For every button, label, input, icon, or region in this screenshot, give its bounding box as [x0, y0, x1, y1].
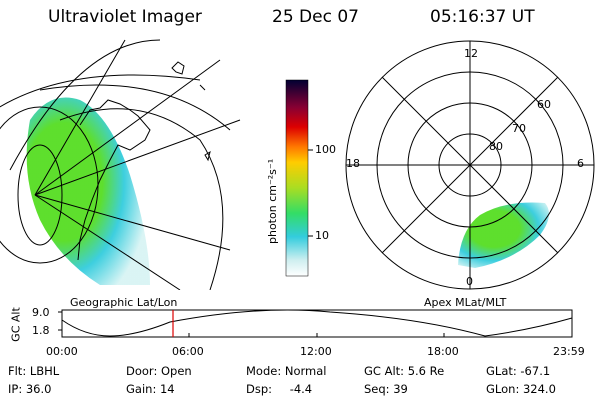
- polar-lat-70: 70: [512, 122, 526, 135]
- apex-panel-label: Apex MLat/MLT: [424, 296, 507, 309]
- seq-label: Seq:: [364, 382, 390, 396]
- time-tick-0600: 06:00: [172, 345, 204, 358]
- filter-label: Flt:: [8, 364, 27, 378]
- time-tick-0000: 00:00: [46, 345, 78, 358]
- glat-info: GLat: -67.1: [486, 364, 550, 378]
- glat-label: GLat:: [486, 364, 517, 378]
- colorbar-tick-100: 100: [315, 143, 336, 156]
- color-scale-bar: [285, 79, 309, 277]
- geographic-panel-label: Geographic Lat/Lon: [70, 296, 178, 309]
- polar-label-18: 18: [346, 157, 360, 170]
- geographic-map: [0, 39, 241, 290]
- geo-aurora-oval: [26, 97, 151, 285]
- ip-label: IP:: [8, 382, 23, 396]
- polar-map: [345, 40, 595, 290]
- door-label: Door:: [126, 364, 158, 378]
- gcalt-value: 5.6 Re: [407, 364, 445, 378]
- glat-value: -67.1: [520, 364, 551, 378]
- altitude-axis-title: GC Alt: [9, 307, 23, 342]
- dsp-value: -4.4: [289, 382, 313, 396]
- instrument-title: Ultraviolet Imager: [48, 7, 202, 27]
- time-tick-1800: 18:00: [427, 345, 459, 358]
- colorbar-unit-label: photon cm⁻²s⁻¹: [266, 158, 279, 244]
- gcalt-info: GC Alt: 5.6 Re: [364, 364, 444, 378]
- ip-value: 36.0: [25, 382, 52, 396]
- door-value: Open: [160, 364, 192, 378]
- door-info: Door: Open: [126, 364, 192, 378]
- colorbar-ticks: [308, 149, 313, 237]
- dsp-label: Dsp:: [246, 382, 273, 396]
- gcalt-label: GC Alt:: [364, 364, 405, 378]
- seq-value: 39: [393, 382, 408, 396]
- glon-value: 324.0: [522, 382, 556, 396]
- seq-info: Seq: 39: [364, 382, 408, 396]
- ip-info: IP: 36.0: [8, 382, 51, 396]
- mode-value: Normal: [284, 364, 327, 378]
- polar-label-0: 0: [466, 275, 473, 288]
- altitude-tick-1-8: 1.8: [32, 324, 50, 337]
- gain-info: Gain: 14: [126, 382, 175, 396]
- filter-value: LBHL: [29, 364, 60, 378]
- coastline: [77, 61, 211, 261]
- dsp-info: Dsp: -4.4: [246, 382, 312, 396]
- polar-aurora-oval: [458, 202, 549, 268]
- mode-info: Mode: Normal: [246, 364, 326, 378]
- mode-label: Mode:: [246, 364, 282, 378]
- polar-lat-80: 80: [489, 140, 503, 153]
- date-label: 25 Dec 07: [272, 7, 359, 27]
- polar-label-12: 12: [464, 47, 478, 60]
- altitude-tick-9: 9.0: [32, 306, 50, 319]
- glon-label: GLon:: [486, 382, 520, 396]
- polar-lat-60: 60: [537, 98, 551, 111]
- altitude-plot: [58, 309, 573, 338]
- gain-label: Gain:: [126, 382, 157, 396]
- colorbar-tick-10: 10: [315, 229, 329, 242]
- polar-label-6: 6: [577, 157, 584, 170]
- geo-grid-lines: [0, 39, 241, 290]
- time-label: 05:16:37 UT: [430, 7, 535, 27]
- gain-value: 14: [159, 382, 175, 396]
- filter-info: Flt: LBHL: [8, 364, 59, 378]
- time-tick-1200: 12:00: [300, 345, 332, 358]
- altitude-curve: [61, 309, 573, 337]
- glon-info: GLon: 324.0: [486, 382, 556, 396]
- time-tick-2359: 23:59: [553, 345, 585, 358]
